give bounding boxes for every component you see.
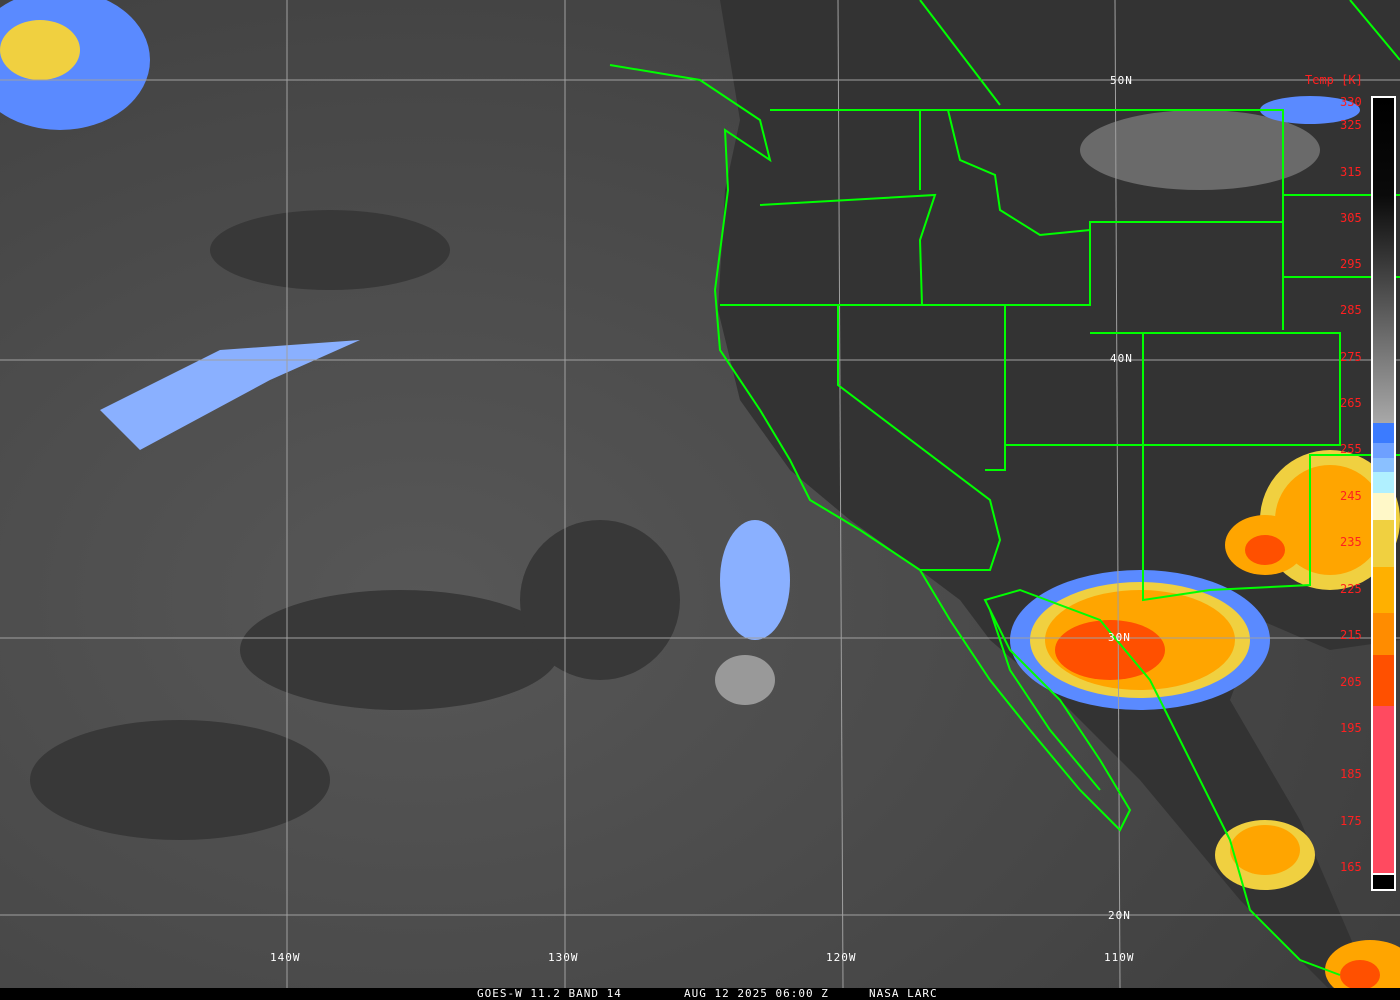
coastlines-and-borders <box>609 0 1400 976</box>
land-mass <box>718 0 1400 990</box>
lat-label-20n: 20N <box>1108 909 1131 922</box>
footer-satellite: GOES-W 11.2 BAND 14 <box>477 987 622 1000</box>
colorbar <box>1371 96 1396 891</box>
lon-label-110w: 110W <box>1104 951 1135 964</box>
colorbar-tick-label: 275 <box>1340 350 1362 364</box>
colorbar-tick-label: 325 <box>1340 118 1362 132</box>
colorbar-tick-label: 225 <box>1340 582 1362 596</box>
lat-label-30n: 30N <box>1108 631 1131 644</box>
cloud-shadows <box>30 210 680 840</box>
colorbar-tick-label: 295 <box>1340 257 1362 271</box>
colorbar-tick-label: 285 <box>1340 303 1362 317</box>
colorbar-tick-label: 165 <box>1340 860 1362 874</box>
colorbar-tick-label: 245 <box>1340 489 1362 503</box>
colorbar-tick-label: 315 <box>1340 165 1362 179</box>
lon-label-130w: 130W <box>548 951 579 964</box>
colorbar-tick-label: 235 <box>1340 535 1362 549</box>
colorbar-tick-label: 185 <box>1340 767 1362 781</box>
lat-label-50n: 50N <box>1110 74 1133 87</box>
footer-credit: NASA LARC <box>869 987 938 1000</box>
colorbar-tick-label: 265 <box>1340 396 1362 410</box>
colorbar-tick-label: 255 <box>1340 442 1362 456</box>
lon-label-120w: 120W <box>826 951 857 964</box>
colorbar-tick-label: 175 <box>1340 814 1362 828</box>
lon-label-140w: 140W <box>270 951 301 964</box>
colorbar-tick-label: 205 <box>1340 675 1362 689</box>
footer-bar: GOES-W 11.2 BAND 14 AUG 12 2025 06:00 Z … <box>0 987 1400 1000</box>
colorbar-title: Temp [K] <box>1305 73 1363 87</box>
footer-datetime: AUG 12 2025 06:00 Z <box>684 987 829 1000</box>
colorbar-tick-label: 330 <box>1340 95 1362 109</box>
colorbar-tick-label: 215 <box>1340 628 1362 642</box>
colorbar-tick-label: 195 <box>1340 721 1362 735</box>
lat-label-40n: 40N <box>1110 352 1133 365</box>
colorbar-tick-label: 305 <box>1340 211 1362 225</box>
